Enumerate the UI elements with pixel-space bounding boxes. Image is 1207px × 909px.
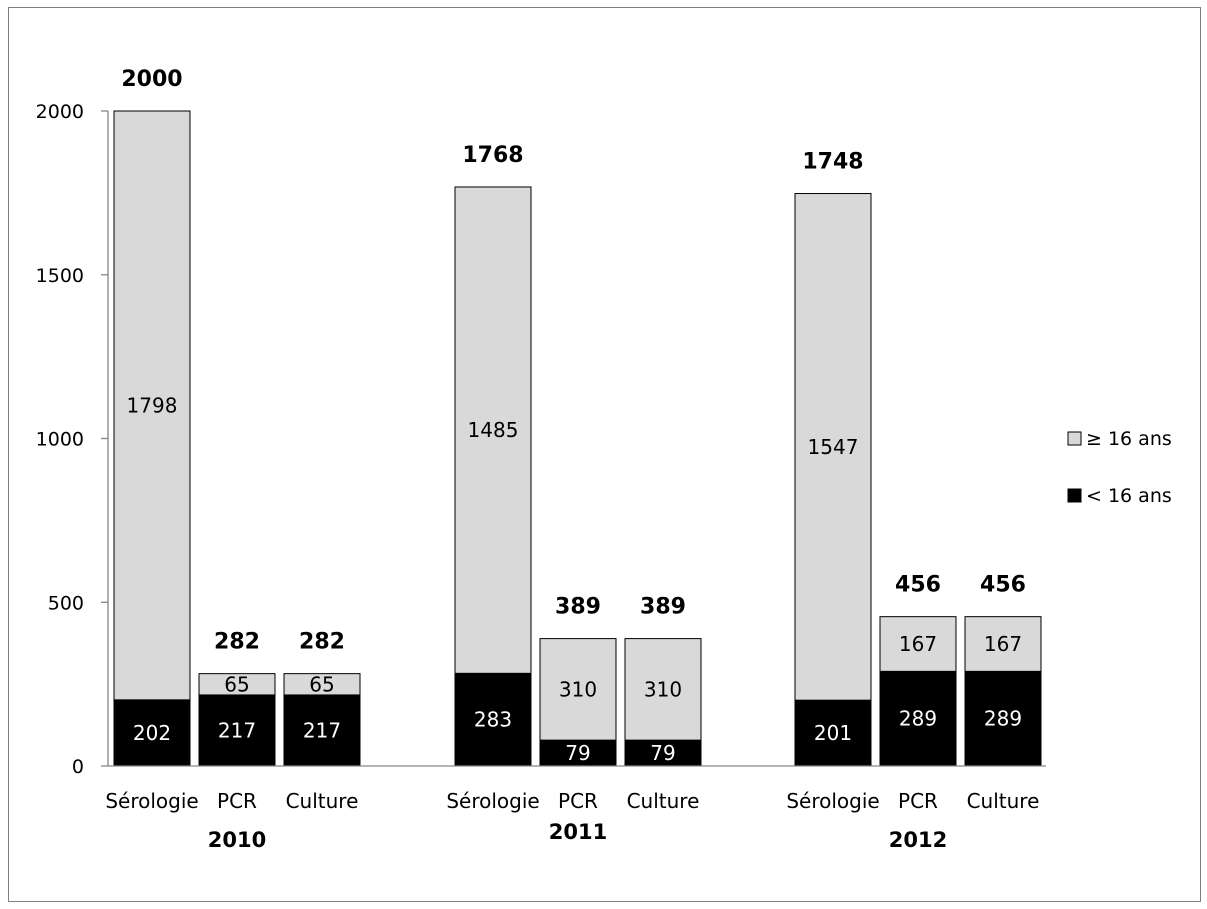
data-label-lt16: 217 bbox=[303, 718, 341, 742]
data-label-total: 1748 bbox=[802, 150, 863, 175]
bar-segment-ge16 bbox=[624, 638, 702, 741]
bar-segment-ge16 bbox=[454, 186, 532, 674]
data-label-lt16: 289 bbox=[899, 707, 937, 731]
data-label-ge16: 65 bbox=[224, 672, 249, 696]
data-label-total: 282 bbox=[299, 630, 345, 655]
data-label-ge16: 167 bbox=[984, 632, 1022, 656]
data-label-total: 389 bbox=[555, 595, 601, 620]
category-label: Culture bbox=[286, 789, 359, 813]
group-label: 2011 bbox=[549, 820, 607, 844]
bar-segment-ge16 bbox=[964, 616, 1042, 672]
category-label: PCR bbox=[217, 789, 257, 813]
category-label: Sérologie bbox=[786, 789, 879, 813]
legend-label: ≥ 16 ans bbox=[1086, 428, 1172, 450]
data-label-total: 2000 bbox=[121, 67, 182, 92]
data-label-ge16: 1485 bbox=[468, 418, 519, 442]
group-label: 2012 bbox=[889, 828, 947, 852]
bar-segment-lt16 bbox=[794, 699, 872, 767]
data-label-ge16: 310 bbox=[559, 677, 597, 701]
data-label-lt16: 79 bbox=[565, 741, 590, 765]
data-label-ge16: 310 bbox=[644, 677, 682, 701]
y-tick-label: 1500 bbox=[36, 265, 84, 287]
data-label-ge16: 1798 bbox=[127, 393, 178, 417]
data-label-lt16: 217 bbox=[218, 718, 256, 742]
bar-segment-ge16 bbox=[198, 673, 276, 696]
data-label-total: 456 bbox=[980, 573, 1026, 598]
data-label-total: 1768 bbox=[462, 143, 523, 168]
data-label-ge16: 65 bbox=[309, 672, 334, 696]
data-label-total: 456 bbox=[895, 573, 941, 598]
data-label-lt16: 202 bbox=[133, 721, 171, 745]
legend-label: < 16 ans bbox=[1086, 485, 1172, 507]
legend-swatch bbox=[1067, 431, 1082, 446]
bar-segment-ge16 bbox=[794, 193, 872, 701]
category-label: PCR bbox=[558, 789, 598, 813]
y-tick-label: 500 bbox=[48, 592, 84, 614]
category-label: PCR bbox=[898, 789, 938, 813]
data-label-total: 389 bbox=[640, 595, 686, 620]
data-label-ge16: 1547 bbox=[808, 435, 859, 459]
y-tick-label: 2000 bbox=[36, 101, 84, 123]
bar-segment-ge16 bbox=[539, 638, 617, 741]
y-tick-label: 1000 bbox=[36, 429, 84, 451]
bar-segment-lt16 bbox=[113, 699, 191, 767]
bar-segment-lt16 bbox=[879, 670, 957, 767]
data-label-total: 282 bbox=[214, 630, 260, 655]
data-label-lt16: 283 bbox=[474, 708, 512, 732]
bar-segment-ge16 bbox=[283, 673, 361, 696]
y-tick-label: 0 bbox=[72, 756, 84, 778]
legend-swatch bbox=[1067, 488, 1082, 503]
data-label-lt16: 289 bbox=[984, 707, 1022, 731]
category-label: Sérologie bbox=[446, 789, 539, 813]
bar-segment-ge16 bbox=[113, 110, 191, 701]
bar-segment-lt16 bbox=[624, 739, 702, 767]
bar-segment-lt16 bbox=[964, 670, 1042, 767]
data-label-lt16: 79 bbox=[650, 741, 675, 765]
category-label: Sérologie bbox=[105, 789, 198, 813]
group-label: 2010 bbox=[208, 828, 266, 852]
data-label-lt16: 201 bbox=[814, 721, 852, 745]
category-label: Culture bbox=[967, 789, 1040, 813]
category-label: Culture bbox=[627, 789, 700, 813]
data-label-ge16: 167 bbox=[899, 632, 937, 656]
bar-segment-ge16 bbox=[879, 616, 957, 672]
